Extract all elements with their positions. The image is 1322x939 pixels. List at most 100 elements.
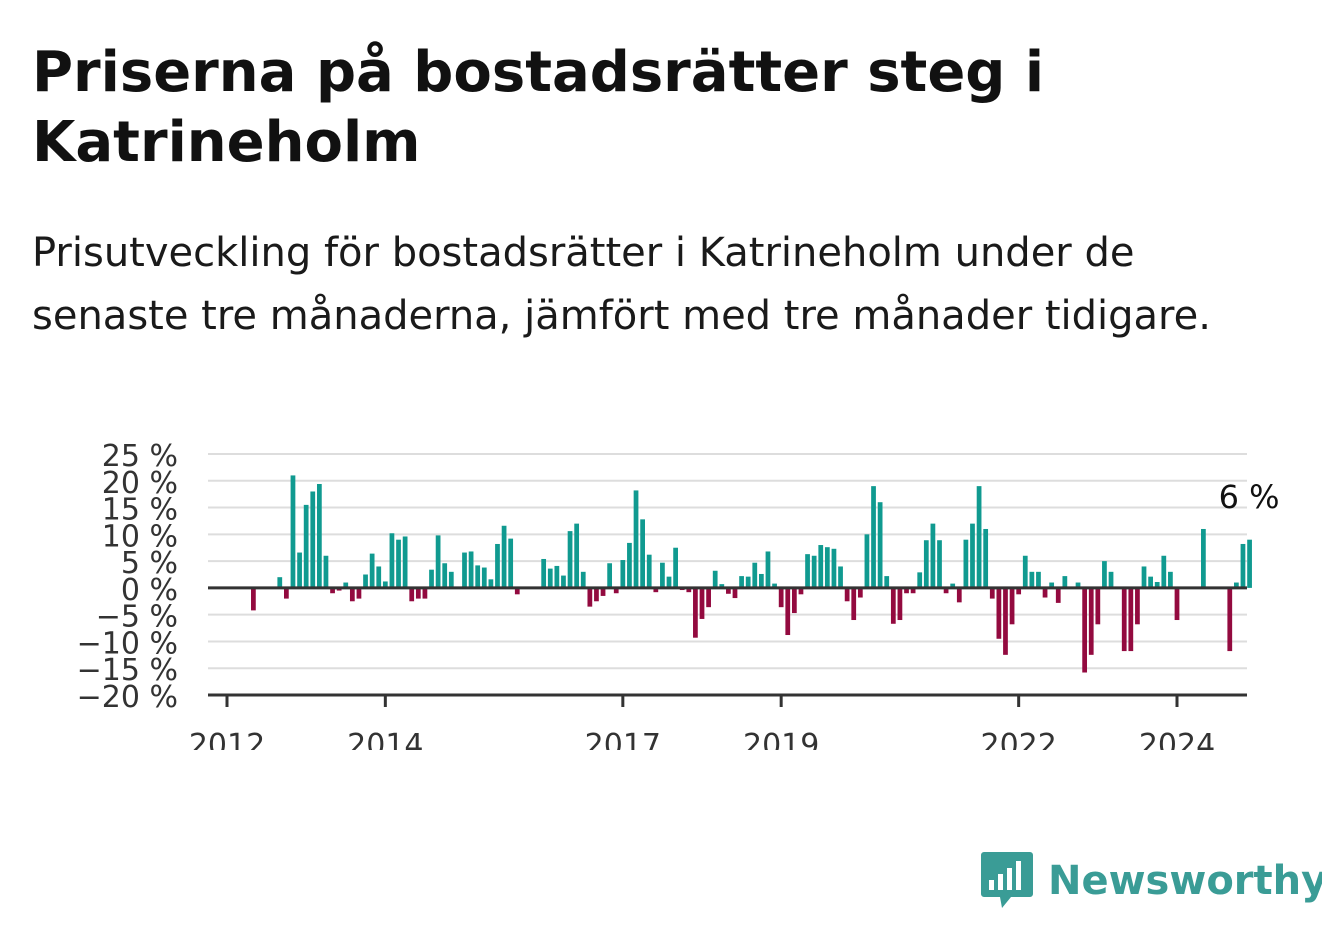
y-tick-label: 5 %: [121, 546, 178, 581]
bar: [640, 519, 645, 588]
bar: [554, 565, 560, 588]
bar: [1108, 571, 1114, 588]
bar: [719, 584, 725, 588]
bar-chart-speech-bubble-icon: [981, 852, 1033, 908]
bar: [1234, 582, 1239, 588]
y-tick-label: −20 %: [77, 680, 178, 715]
x-tick-label: 2012: [189, 728, 265, 750]
bar: [1049, 582, 1055, 588]
bar: [838, 566, 843, 588]
bar: [1161, 555, 1167, 588]
bar: [462, 552, 467, 588]
bar: [877, 502, 883, 588]
bar: [349, 587, 355, 602]
y-tick-label: −15 %: [77, 653, 178, 688]
bar: [501, 525, 507, 588]
bar: [1174, 587, 1180, 621]
bar: [1022, 555, 1028, 588]
x-tick-label: 2022: [980, 728, 1056, 750]
bar: [1082, 587, 1088, 673]
bar: [917, 572, 923, 588]
bar: [871, 486, 876, 588]
bar: [547, 568, 553, 588]
bar: [673, 547, 678, 588]
bar: [1135, 587, 1140, 625]
bar: [356, 587, 362, 599]
bar: [468, 551, 474, 588]
bar: [448, 571, 454, 588]
bar: [1088, 587, 1094, 655]
bar: [910, 587, 916, 594]
bar: [937, 540, 942, 588]
bar: [488, 579, 494, 588]
bar: [481, 567, 487, 588]
price-change-bar-chart: 25 %20 %15 %10 %5 %0 %−5 %−10 %−15 %−20 …: [77, 439, 1280, 750]
bar: [442, 563, 448, 588]
bar: [752, 562, 758, 588]
bar: [369, 553, 375, 588]
bar: [1102, 561, 1107, 588]
bar: [587, 587, 593, 607]
bar: [1016, 587, 1022, 595]
bar: [284, 587, 289, 599]
bar: [785, 587, 791, 636]
bar: [396, 539, 401, 588]
bar: [904, 587, 909, 594]
y-tick-label: −5 %: [96, 600, 178, 635]
bar: [976, 486, 982, 588]
bar: [660, 562, 665, 588]
bar: [963, 539, 969, 588]
bar: [824, 547, 830, 588]
bar: [514, 587, 520, 595]
bar: [1095, 587, 1101, 625]
bar: [739, 576, 744, 588]
y-tick-label: 25 %: [102, 439, 178, 474]
bar: [303, 504, 309, 588]
bar: [316, 483, 322, 588]
bar: [251, 587, 256, 611]
x-tick-label: 2017: [585, 728, 661, 750]
bar: [666, 576, 672, 588]
bar: [310, 491, 316, 588]
bar: [1009, 587, 1015, 625]
bar: [989, 587, 995, 599]
bar: [607, 563, 613, 588]
y-tick-label: −10 %: [77, 626, 178, 661]
bar: [996, 587, 1002, 639]
bar: [693, 587, 698, 638]
page-title: Priserna på bostadsrätter steg i Katrine…: [32, 40, 1045, 175]
bar: [653, 587, 659, 593]
bar: [422, 587, 428, 599]
bar: [613, 587, 619, 594]
bar: [495, 543, 500, 588]
bar: [831, 548, 837, 588]
y-tick-label: 15 %: [102, 493, 178, 528]
bar: [712, 570, 718, 588]
bar: [1042, 587, 1048, 598]
bar: [330, 587, 335, 594]
bar: [415, 587, 421, 599]
bar: [594, 587, 599, 602]
bar: [1148, 576, 1153, 588]
bar: [1227, 587, 1233, 652]
last-value-annotation: 6 %: [1219, 478, 1280, 516]
bar: [851, 587, 857, 621]
bar: [818, 545, 824, 588]
x-tick-label: 2024: [1139, 728, 1215, 750]
bar: [699, 587, 705, 619]
bar: [1247, 539, 1252, 588]
bar: [1240, 543, 1246, 588]
bar: [950, 583, 956, 588]
bar: [1121, 587, 1127, 652]
bar: [343, 582, 349, 588]
bar: [574, 523, 580, 588]
bar: [382, 581, 388, 588]
bar: [1029, 571, 1035, 588]
bar: [732, 587, 738, 599]
bar: [1062, 576, 1068, 588]
bar: [323, 555, 329, 588]
bar: [297, 552, 302, 588]
bar: [798, 587, 804, 595]
bar: [627, 542, 632, 588]
bar: [844, 587, 850, 602]
